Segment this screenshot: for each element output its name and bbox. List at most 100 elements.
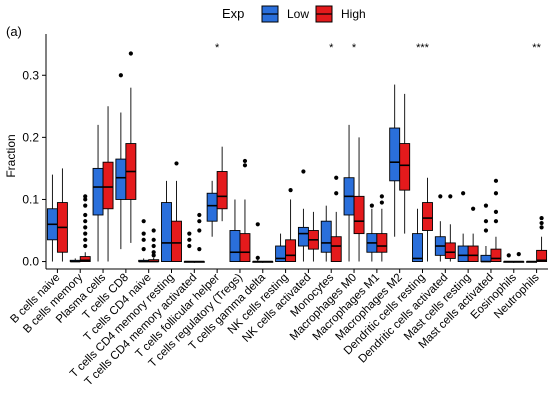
y-tick-label: 0.3 [22,68,39,82]
box-high-13-box [353,195,365,235]
box-high-21-outlier [539,220,544,226]
box-high-8-box [239,233,251,262]
box-low-14-outlier [369,203,374,208]
box-low-11 [297,169,309,262]
legend-item-low: Low [261,5,309,23]
y-axis-label: Fraction [4,134,18,177]
box-high-1-outlier [83,212,88,218]
box-high-8-outlier [242,158,248,164]
box-high-1-outlier [83,225,88,230]
box-low-18-box [457,245,469,262]
box-high-10 [285,188,297,262]
box-high-7 [216,146,228,222]
box-low-8-box [229,230,241,262]
box-high-8-outlier [242,163,248,168]
box-high-6 [193,212,205,263]
box-high-5-box [171,220,182,262]
box-low-7 [206,180,218,237]
box-high-6-outlier [197,212,202,218]
significance-label: *** [416,42,430,54]
box-high-6-outlier [197,228,202,233]
box-high-12-outlier [334,191,339,196]
significance-label: * [352,42,357,54]
box-low-0 [46,174,58,262]
box-low-15-box [389,127,401,182]
box-high-13 [353,137,365,262]
box-low-6-outlier [187,231,192,236]
box-high-18-box [467,245,479,262]
y-tick-label: 0.0 [22,255,39,269]
box-high-4-outlier [151,253,156,258]
box-low-11-box [297,226,309,247]
box-high-1-outlier [83,194,88,199]
box-low-19-outlier [483,228,489,233]
box-high-19-outlier [493,209,499,214]
box-high-1-outlier [83,237,88,242]
box-low-4-outlier [141,247,146,252]
box-low-13 [343,124,355,262]
box-high-19-box [490,248,502,262]
box-high-2-box [102,161,114,210]
box-low-4-outlier [141,219,146,224]
box-high-17-outlier [448,194,453,199]
box-high-18-outlier [471,206,476,211]
box-high-4-outlier [151,237,156,242]
significance-label: * [329,42,334,54]
box-high-1-outlier [83,219,88,224]
box-high-21-box [536,249,548,262]
box-high-0 [56,168,68,262]
box-high-1-outlier [83,203,88,208]
box-high-4 [148,228,160,263]
box-high-14-outlier [379,194,384,199]
box-high-10-outlier [288,188,293,193]
box-low-12-box [320,220,332,253]
box-high-12-outlier [334,175,339,180]
box-low-5 [161,180,172,262]
box-high-10-box [285,239,297,262]
box-high-5 [171,161,182,262]
box-low-6 [183,231,195,263]
box-high-16 [422,177,433,262]
box-high-19-outlier [493,191,499,196]
box-high-21-outlier [539,215,544,221]
box-low-19 [480,203,492,263]
box-low-6-outlier [187,237,192,242]
box-high-2 [102,106,114,262]
box-high-21-outlier [539,225,544,230]
y-tick-label: 0.1 [22,192,39,206]
box-low-7-box [206,192,218,222]
box-high-19-outlier [493,178,499,183]
box-high-14 [376,194,388,262]
legend-label-low: Low [287,7,309,21]
box-high-9 [262,260,274,263]
box-high-18 [467,206,479,262]
box-low-18-outlier [461,191,466,196]
box-high-8 [239,158,251,262]
box-low-5-box [161,202,172,262]
box-high-20 [513,251,525,263]
box-high-19 [490,178,502,262]
y-tick-label: 0.2 [22,130,39,144]
box-low-3-outlier [118,73,123,78]
box-low-4-outlier [141,237,146,242]
box-high-7-box [216,171,228,210]
box-high-19-outlier [493,219,499,224]
significance-label: * [215,42,220,54]
box-high-1-outlier [83,243,88,249]
box-low-11-outlier [301,169,306,174]
box-low-15 [389,84,401,237]
box-high-1-outlier [83,197,88,202]
box-high-3-outlier [128,51,133,56]
box-low-4-outlier [141,231,146,236]
panel-label: (a) [6,24,22,39]
box-high-5-outlier [174,161,179,166]
box-low-18 [457,191,469,262]
box-high-17-box [444,242,456,259]
box-high-15 [399,93,411,234]
box-low-14 [366,203,378,262]
legend-title: Exp [222,6,244,21]
box-low-16 [412,208,423,262]
box-low-9-outlier [255,255,260,260]
